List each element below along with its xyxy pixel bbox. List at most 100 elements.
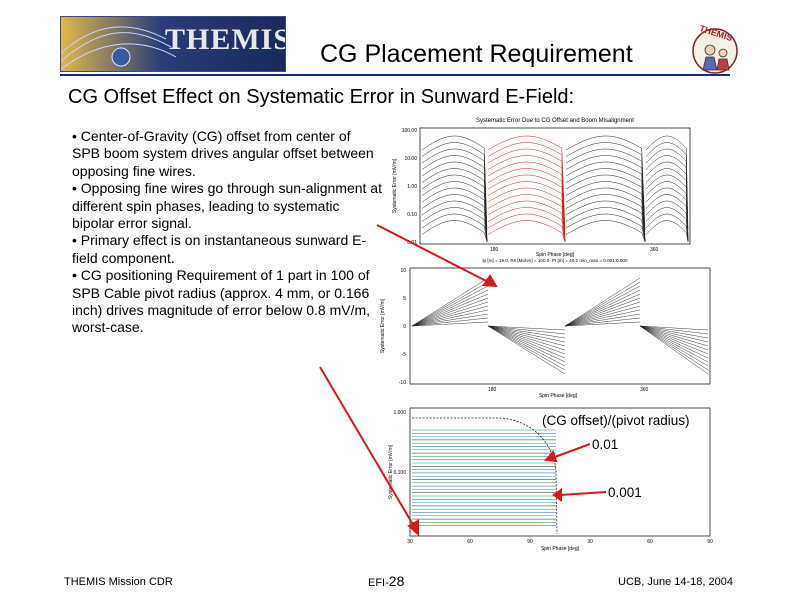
series-line bbox=[411, 293, 489, 327]
x-tick-label: 30 bbox=[587, 539, 593, 545]
series-line bbox=[645, 161, 689, 243]
series-line bbox=[487, 325, 566, 355]
series-line bbox=[487, 325, 566, 375]
series-line bbox=[639, 325, 709, 331]
arrow-head bbox=[543, 450, 558, 463]
series-line bbox=[411, 301, 489, 327]
x-tick-label: 90 bbox=[527, 539, 533, 545]
chart-middle-xlabel: Spin Phase [deg] bbox=[539, 393, 578, 399]
series-line bbox=[487, 325, 566, 331]
series-line bbox=[411, 305, 489, 327]
series-line bbox=[487, 174, 566, 243]
series-line bbox=[411, 321, 489, 327]
themis-logo: THEMIS bbox=[60, 16, 286, 72]
arrow-head bbox=[552, 488, 562, 502]
series-line bbox=[421, 220, 488, 243]
series-line bbox=[639, 325, 709, 363]
series-line bbox=[565, 142, 646, 237]
chart-top: Systematic Error Due to CG Offset and Bo… bbox=[392, 118, 691, 263]
footer-right: UCB, June 14-18, 2004 bbox=[618, 576, 733, 588]
series-line bbox=[564, 301, 641, 327]
chart-middle-ylabel: Systematic Error [mV/m] bbox=[380, 298, 386, 353]
series-line bbox=[487, 325, 566, 343]
series-line bbox=[421, 155, 488, 243]
series-line bbox=[639, 325, 709, 339]
series-line bbox=[645, 174, 689, 243]
chart-top-xlabel: Spin Phase [deg] bbox=[536, 252, 575, 258]
x-tick-label: 30 bbox=[407, 539, 413, 545]
series-line bbox=[421, 194, 488, 243]
series-line bbox=[564, 317, 641, 327]
series-line bbox=[487, 325, 566, 371]
x-tick-label: 60 bbox=[647, 539, 653, 545]
series-line bbox=[421, 148, 488, 243]
series-line bbox=[487, 325, 566, 347]
series-line bbox=[645, 168, 689, 243]
chart-middle: 10 5 0 -5 -10 180 360 Spin Phase [deg] Syste… bbox=[380, 267, 711, 399]
annotation-arrows bbox=[319, 224, 607, 537]
series-line bbox=[421, 142, 488, 237]
series-line bbox=[564, 297, 641, 327]
series-line bbox=[421, 213, 488, 243]
level-label-0-001: 0.001 bbox=[608, 485, 642, 500]
bullet-item: • Center-of-Gravity (CG) offset from cen… bbox=[72, 128, 374, 179]
y-tick-label: 10.00 bbox=[404, 156, 417, 162]
x-tick-label: 180 bbox=[490, 247, 499, 253]
chart-bottom-ylabel: Systematic Error [mV/m] bbox=[388, 444, 394, 499]
series-line bbox=[639, 325, 709, 371]
series-line bbox=[487, 325, 566, 367]
series-line bbox=[487, 213, 566, 243]
series-line bbox=[564, 321, 641, 327]
chart-top-params: lp [m] = 19.0, Rs [Mohm] = 100.0, PI [m]… bbox=[482, 258, 627, 263]
y-tick-label: 100.00 bbox=[402, 128, 418, 134]
series-line bbox=[487, 220, 566, 243]
series-line bbox=[421, 207, 488, 243]
chart-top-ylabel: Systematic Error [mV/m] bbox=[392, 158, 398, 213]
chart-top-title: Systematic Error Due to CG Offset and Bo… bbox=[476, 118, 634, 124]
level-label-0-01: 0.01 bbox=[592, 437, 619, 452]
series-line bbox=[487, 325, 566, 363]
series-line bbox=[421, 161, 488, 243]
y-tick-label: 1.00 bbox=[407, 184, 417, 190]
series-line bbox=[564, 277, 641, 327]
series-line bbox=[645, 155, 689, 243]
series-line bbox=[565, 148, 646, 243]
series-line bbox=[487, 135, 566, 231]
series-line bbox=[639, 325, 709, 367]
footer-page-number: 28 bbox=[388, 573, 405, 589]
series-line bbox=[411, 285, 489, 327]
chart-bottom-xlabel: Spin Phase [deg] bbox=[541, 546, 580, 552]
arrow-line bbox=[376, 224, 491, 284]
series-line bbox=[565, 181, 646, 243]
y-tick-label: -5 bbox=[402, 352, 407, 358]
series-line bbox=[487, 194, 566, 243]
logo-artwork bbox=[61, 17, 285, 71]
bullet-item: • Opposing fine wires go through sun-ali… bbox=[72, 180, 382, 232]
series-line bbox=[421, 200, 488, 243]
series-line bbox=[645, 148, 689, 243]
arrow-head bbox=[482, 274, 498, 288]
series-line bbox=[411, 317, 489, 327]
x-tick-label: 90 bbox=[707, 539, 713, 545]
series-line bbox=[487, 142, 566, 237]
series-line bbox=[639, 325, 709, 347]
bullet-item: • CG positioning Requirement of 1 part i… bbox=[72, 267, 371, 336]
ratio-label: (CG offset)/(pivot radius) bbox=[542, 413, 690, 428]
y-tick-label: 0.100 bbox=[393, 470, 406, 476]
series-line bbox=[487, 161, 566, 243]
series-line bbox=[564, 305, 641, 327]
series-line bbox=[487, 187, 566, 243]
page-subtitle: CG Offset Effect on Systematic Error in … bbox=[68, 86, 575, 108]
series-line bbox=[565, 220, 646, 243]
series-line bbox=[487, 207, 566, 243]
chart-bottom-frame bbox=[409, 407, 711, 537]
chart-top-frame bbox=[419, 127, 691, 245]
arrow-line bbox=[559, 491, 607, 496]
series-line bbox=[639, 325, 709, 359]
themis-badge: THEMIS bbox=[686, 20, 744, 78]
arrow-line bbox=[551, 443, 591, 459]
series-line bbox=[487, 325, 566, 359]
bullet-item: • Primary effect is on instantaneous sun… bbox=[72, 232, 367, 266]
series-line bbox=[411, 309, 489, 327]
